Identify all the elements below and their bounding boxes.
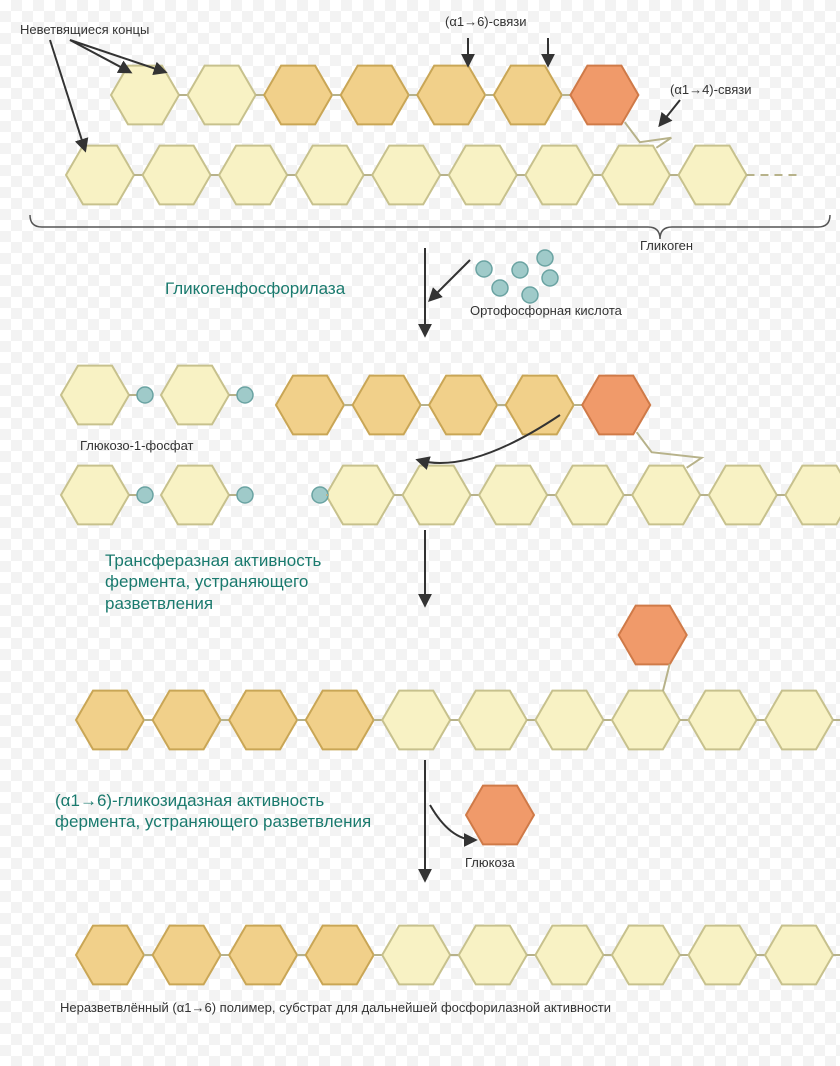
r1-top-hex-2 [264,66,332,125]
label-glucosidase: (α1→6)-гликозидазная активность фермента… [55,790,395,833]
phosphate [537,250,553,266]
arrow [70,40,130,72]
r4-hex-4 [382,926,450,985]
r1-bot-hex-6 [525,146,593,205]
r3-hex-6 [535,691,603,750]
r4-hex-2 [229,926,297,985]
r4-hex-1 [153,926,221,985]
diagram-canvas: Неветвящиеся концы (α1→6)-связи (α1→4)-с… [0,0,840,1066]
phosphate [137,387,153,403]
r2-bot-hex-3 [556,466,624,525]
r3-hex-0 [76,691,144,750]
r3-hex-1 [153,691,221,750]
label-a16: (α1→6)-связи [445,14,527,30]
label-g1p: Глюкозо-1-фосфат [80,438,194,454]
r2-bot-hex-1 [403,466,471,525]
r4-hex-0 [76,926,144,985]
r2-bot-hex-0 [326,466,394,525]
label-nonreducing-ends: Неветвящиеся концы [20,22,149,38]
r1-top-hex-4 [417,66,485,125]
r1-bot-hex-8 [679,146,747,205]
r2-top-hex-2 [429,376,497,435]
phosphate [512,262,528,278]
r2-bot-hex-2 [479,466,547,525]
g1p-hex-3 [161,466,229,525]
label-orthophosphoric: Ортофосфорная кислота [470,303,630,319]
label-a14: (α1→4)-связи [670,82,752,98]
phosphate [522,287,538,303]
phosphate [237,387,253,403]
r3-hex-8 [689,691,757,750]
r1-bot-hex-3 [296,146,364,205]
r4-hex-7 [612,926,680,985]
r2-bot-hex-4 [632,466,700,525]
r2-top-hex-0 [276,376,344,435]
r3-hex-3 [306,691,374,750]
phosphate [137,487,153,503]
r1-top-hex-6 [570,66,638,125]
r3-hex-9 [765,691,833,750]
r4-hex-3 [306,926,374,985]
phosphate [542,270,558,286]
curved-arrow [430,260,470,300]
r1-top-hex-5 [494,66,562,125]
branch-link-2 [637,432,702,468]
r3-branch-coral [619,606,687,665]
arrow [70,40,165,72]
r2-bot-hex-6 [785,466,840,525]
r2-bot-hex-5 [709,466,777,525]
r1-top-hex-3 [341,66,409,125]
r4-hex-5 [459,926,527,985]
phosphate [237,487,253,503]
r1-bot-hex-1 [143,146,211,205]
label-glucose: Глюкоза [465,855,515,871]
r4-hex-8 [689,926,757,985]
r2-top-hex-3 [506,376,574,435]
phosphate [492,280,508,296]
r4-hex-6 [535,926,603,985]
r1-bot-hex-2 [219,146,287,205]
r3-hex-2 [229,691,297,750]
g1p-hex-0 [61,366,129,425]
arrow [50,40,85,150]
r1-bot-hex-7 [602,146,670,205]
phosphate [312,487,328,503]
r3-hex-7 [612,691,680,750]
r1-top-hex-1 [188,66,256,125]
r2-top-hex-4 [582,376,650,435]
brace [30,215,830,239]
r1-bot-hex-5 [449,146,517,205]
label-phosphorylase: Гликогенфосфорилаза [165,278,345,299]
free-glucose-hex [466,786,534,845]
r2-top-hex-1 [353,376,421,435]
diagram-svg [0,0,840,1066]
branch-link [625,122,672,148]
label-glycogen: Гликоген [640,238,693,254]
g1p-hex-1 [161,366,229,425]
branch-link-3 [663,664,670,691]
r3-hex-4 [382,691,450,750]
label-footer: Неразветвлённый (α1→6) полимер, субстрат… [60,1000,800,1016]
label-transferase: Трансферазная активность фермента, устра… [105,550,405,614]
g1p-hex-2 [61,466,129,525]
r1-bot-hex-0 [66,146,134,205]
r1-top-hex-0 [111,66,179,125]
r1-bot-hex-4 [372,146,440,205]
arrow [660,100,680,125]
phosphate [476,261,492,277]
r4-hex-9 [765,926,833,985]
r3-hex-5 [459,691,527,750]
